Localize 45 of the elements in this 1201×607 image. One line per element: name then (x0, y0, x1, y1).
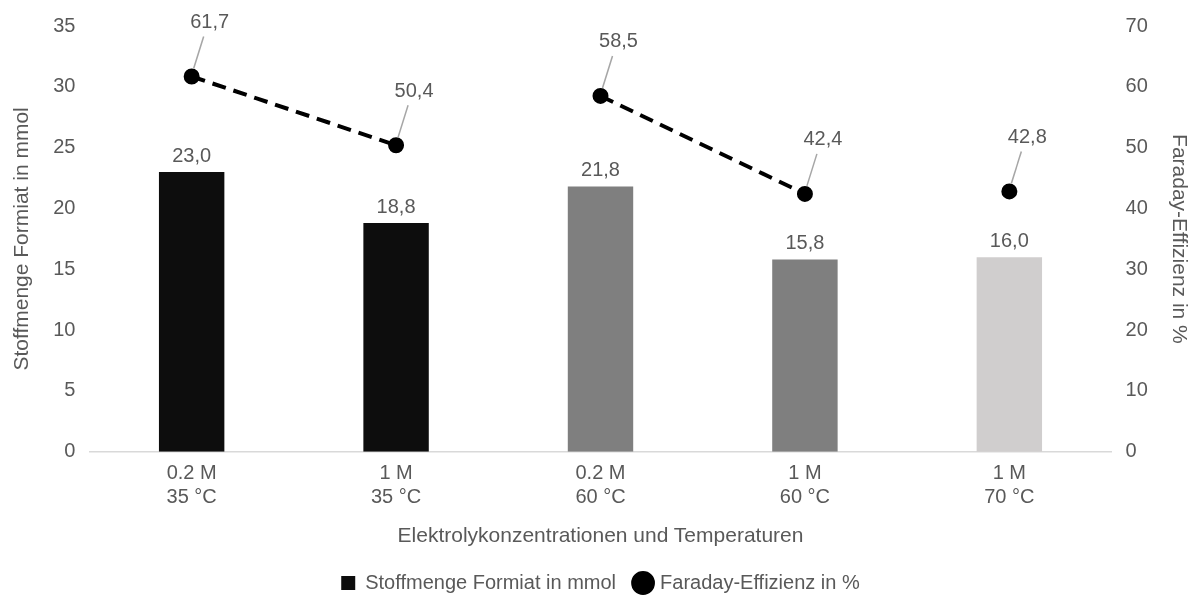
x-tick-label: 0.2 M 60 °C (575, 461, 626, 508)
x-tick-label: 1 M 70 °C (984, 461, 1035, 508)
data-label: 42,8 (1007, 124, 1047, 147)
y-tick-label: 25 (53, 135, 76, 158)
data-label: 61,7 (190, 10, 230, 32)
y2-tick-label: 40 (1125, 196, 1148, 218)
data-label: 50,4 (394, 78, 434, 101)
y-tick-label: 0 (64, 439, 76, 462)
legend-label: Stoffmenge Formiat in mmol (365, 570, 617, 593)
y2-tick-label: 0 (1125, 439, 1137, 462)
y2-axis-title: Faraday-Effizienz in % (1168, 134, 1192, 344)
data-label: 42,4 (803, 127, 843, 150)
x-tick-label: 1 M 35 °C (370, 461, 422, 508)
data-label: 23,0 (172, 143, 212, 166)
y-tick-label: 20 (53, 196, 76, 218)
data-label: 18,8 (376, 194, 416, 217)
y2-tick-label: 10 (1125, 378, 1148, 401)
legend-label: Faraday-Effizienz in % (660, 570, 860, 593)
y-tick-label: 10 (53, 317, 76, 340)
y-axis-title: Stoffmenge Formiat in mmol (9, 107, 33, 371)
x-axis-title: Elektrolykonzentrationen und Temperaturen (397, 523, 804, 547)
point (592, 87, 609, 104)
x-tick-label: 0.2 M 35 °C (166, 461, 217, 508)
data-label: 58,5 (599, 29, 638, 52)
y2-tick-label: 70 (1125, 13, 1148, 36)
y2-tick-label: 60 (1125, 74, 1148, 97)
point (1001, 183, 1018, 200)
bar (567, 186, 634, 452)
y2-tick-label: 50 (1125, 135, 1148, 158)
bar (363, 223, 429, 452)
data-label: 15,8 (785, 231, 825, 254)
y2-tick-label: 30 (1125, 256, 1148, 279)
y-tick-label: 15 (53, 256, 76, 279)
y-tick-label: 5 (64, 378, 76, 401)
data-label: 16,0 (989, 228, 1029, 251)
y-tick-label: 30 (53, 74, 76, 97)
point (183, 68, 200, 85)
point (388, 137, 405, 154)
x-tick-label: 1 M 60 °C (779, 461, 831, 508)
point (796, 185, 813, 202)
y2-tick-label: 20 (1125, 317, 1148, 340)
bar (772, 259, 838, 452)
bar (158, 171, 225, 452)
data-label: 21,8 (581, 158, 620, 181)
y-tick-label: 35 (53, 13, 76, 36)
